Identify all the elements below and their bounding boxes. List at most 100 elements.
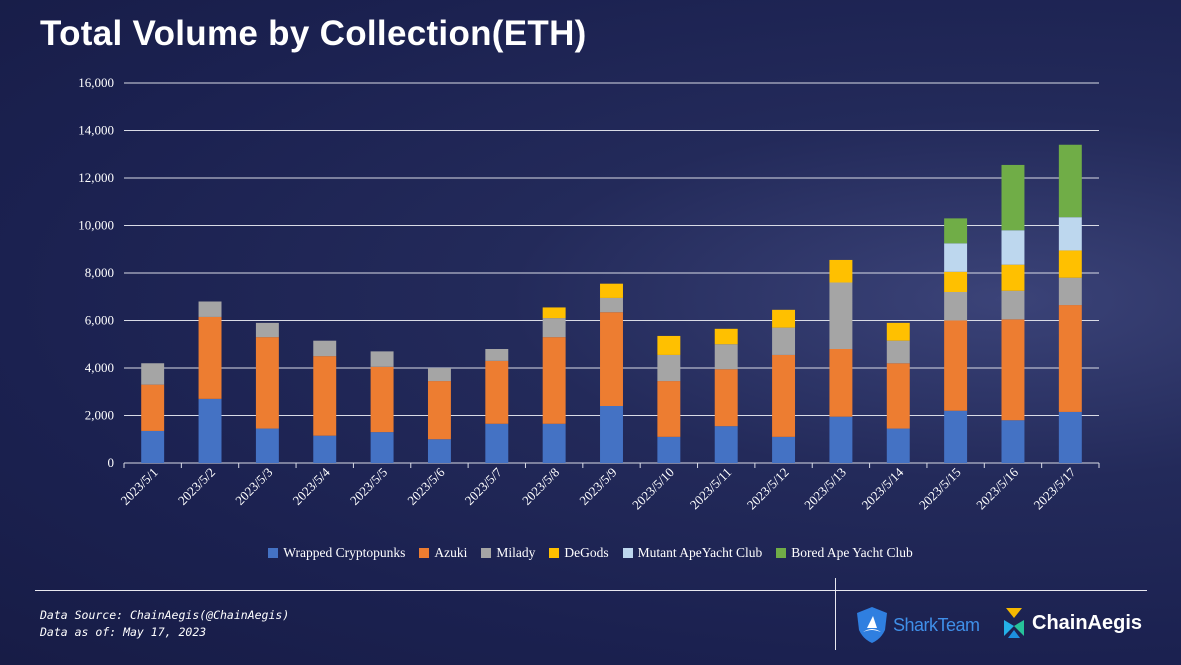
bar-segment — [772, 436, 796, 463]
legend-label: Azuki — [434, 545, 468, 560]
x-tick-label: 2023/5/5 — [347, 465, 390, 508]
bar-segment — [772, 309, 796, 328]
bar-segment — [485, 423, 509, 463]
bar-segment — [542, 337, 566, 424]
x-tick-label: 2023/5/11 — [687, 465, 735, 513]
shark-shield-icon — [857, 607, 887, 643]
chainaegis-logo-text: ChainAegis — [1032, 611, 1143, 634]
bar-segment — [600, 297, 623, 313]
x-tick-label: 2023/5/1 — [117, 465, 160, 508]
x-tick-label: 2023/5/16 — [973, 464, 1021, 512]
legend-label: Mutant ApeYacht Club — [637, 545, 763, 560]
legend-label: Bored Ape Yacht Club — [791, 545, 913, 560]
bar-segment — [313, 340, 337, 357]
legend-label: DeGods — [564, 545, 609, 560]
bar-segment — [829, 416, 853, 463]
legend-item: Mutant ApeYacht Club — [622, 545, 763, 561]
x-tick-label: 2023/5/7 — [462, 464, 506, 508]
x-tick-label: 2023/5/8 — [519, 465, 562, 508]
x-tick-label: 2023/5/10 — [629, 465, 677, 513]
bar-segment — [657, 381, 681, 437]
sharkteam-logo: SharkTeam — [855, 606, 980, 644]
bar-segment — [141, 363, 165, 385]
x-tick-label: 2023/5/17 — [1031, 464, 1079, 512]
y-tick-label: 14,000 — [78, 123, 114, 138]
bar-segment — [714, 369, 738, 427]
bar-segment — [944, 320, 968, 411]
bar-segment — [1058, 277, 1082, 306]
bar-segment — [198, 316, 222, 399]
bar-segment — [542, 423, 566, 463]
bar-segment — [829, 259, 853, 283]
bar-segment — [427, 381, 451, 440]
bar-segment — [370, 366, 394, 433]
bar-segment — [944, 271, 968, 292]
data-source-note: Data Source: ChainAegis(@ChainAegis) — [40, 608, 290, 622]
bar-segment — [255, 322, 279, 338]
bar-segment — [714, 328, 738, 345]
y-tick-label: 6,000 — [85, 313, 114, 328]
bar-segment — [198, 301, 222, 317]
legend-item: Wrapped Cryptopunks — [268, 545, 405, 561]
bar-segment — [886, 340, 910, 364]
legend-label: Wrapped Cryptopunks — [283, 545, 406, 560]
bar-segment — [141, 430, 165, 463]
x-tick-label: 2023/5/12 — [744, 465, 792, 513]
legend-swatch — [419, 548, 430, 558]
data-date-note: Data as of: May 17, 2023 — [40, 625, 207, 639]
y-tick-label: 8,000 — [85, 265, 114, 280]
bar-segment — [313, 435, 337, 463]
legend-item: DeGods — [549, 545, 609, 561]
chainaegis-logo: ChainAegis — [1002, 606, 1142, 640]
y-tick-label: 4,000 — [85, 360, 114, 375]
x-tick-label: 2023/5/15 — [916, 465, 964, 513]
bar-segment — [427, 368, 451, 382]
bar-segment — [255, 428, 279, 463]
legend-swatch — [776, 548, 787, 558]
stacked-bar-chart: 0 2,000 4,000 6,000 8,000 10,000 12,000 14,000 1… — [78, 75, 1100, 513]
y-tick-label: 0 — [108, 455, 115, 470]
bar-segment — [313, 356, 337, 436]
bar-segment — [542, 318, 566, 338]
bar-segment — [1001, 319, 1025, 421]
x-tick-label: 2023/5/14 — [858, 464, 906, 512]
legend-swatch — [268, 548, 279, 558]
legend-swatch — [622, 548, 633, 558]
legend-item: Azuki — [419, 545, 467, 561]
bar-segment — [600, 406, 623, 463]
bar-segment — [370, 351, 394, 367]
bar-segment — [1001, 164, 1025, 231]
bar-segment — [600, 312, 623, 406]
y-tick-label: 12,000 — [78, 170, 114, 185]
bar-segment — [714, 344, 738, 370]
footer-divider — [35, 590, 1147, 591]
x-tick-label: 2023/5/2 — [175, 465, 218, 508]
bar-segment — [772, 354, 796, 437]
bar-segment — [829, 349, 853, 417]
chainaegis-mark-icon — [1004, 608, 1024, 638]
bar-segment — [657, 354, 681, 382]
bar-segment — [772, 327, 796, 355]
bar-segment — [1058, 217, 1082, 251]
y-tick-label: 10,000 — [78, 218, 114, 233]
bar-segment — [1058, 305, 1082, 412]
y-tick-label: 16,000 — [78, 75, 114, 90]
bar-segment — [657, 335, 681, 355]
legend-label: Milady — [496, 545, 536, 560]
bar-segment — [944, 410, 968, 463]
sharkteam-logo-text: SharkTeam — [893, 614, 980, 635]
bar-segment — [485, 349, 509, 361]
legend-item: Bored Ape Yacht Club — [776, 545, 913, 561]
bar-segment — [1001, 230, 1025, 265]
bar-segment — [485, 360, 509, 424]
bar-segment — [198, 398, 222, 463]
bar-segment — [829, 282, 853, 349]
x-tick-label: 2023/5/6 — [404, 464, 448, 508]
x-tick-label: 2023/5/13 — [801, 465, 849, 513]
bar-segment — [944, 243, 968, 272]
bar-segment — [542, 307, 566, 319]
chart-legend: Wrapped Cryptopunks Azuki Milady DeGods Muta… — [0, 545, 1181, 561]
bar-segment — [714, 426, 738, 463]
bar-segment — [141, 384, 165, 431]
bar-segment — [944, 218, 968, 244]
